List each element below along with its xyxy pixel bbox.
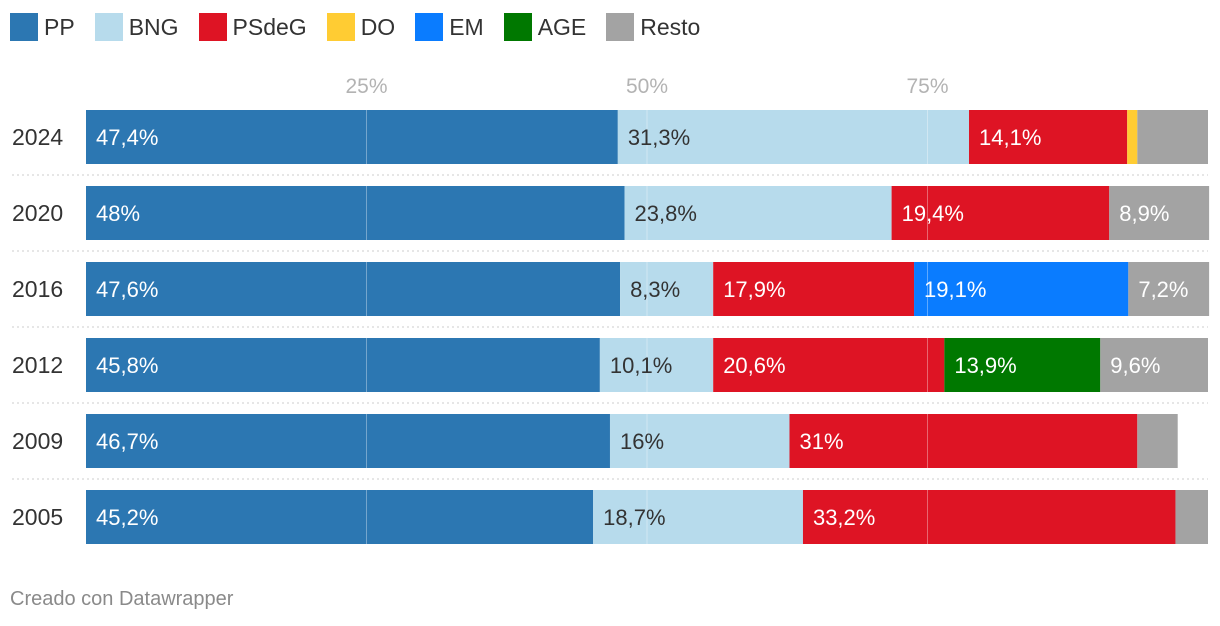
data-label: 8,9%: [1119, 201, 1169, 226]
bar-psdeg-2020: [891, 186, 1110, 240]
legend-swatch: [503, 13, 532, 41]
data-label: 16%: [620, 429, 664, 454]
legend-swatch: [198, 13, 227, 41]
bar-psdeg-2024: [969, 110, 1128, 164]
data-label: 47,4%: [96, 125, 158, 150]
bar-do-2024: [1127, 110, 1138, 164]
data-label: 33,2%: [813, 505, 875, 530]
bar-psdeg-2005: [802, 490, 1176, 544]
legend-swatch: [606, 13, 635, 41]
legend-item-psdeg: PSdeG: [198, 13, 307, 41]
bar-resto-2024: [1137, 110, 1208, 164]
legend-swatch: [94, 13, 123, 41]
legend-item-bng: BNG: [94, 13, 179, 41]
bars: [86, 110, 1210, 544]
bar-bng-2020: [624, 186, 892, 240]
legend-label: DO: [360, 13, 396, 40]
data-label: 45,2%: [96, 505, 158, 530]
x-tick-label: 75%: [906, 75, 948, 98]
bar-resto-2016: [1128, 262, 1210, 316]
bar-resto-2012: [1100, 338, 1208, 392]
legend: PP BNG PSdeG DO EM AGE Resto: [10, 12, 720, 42]
legend-swatch: [326, 13, 355, 41]
data-label: 23,8%: [635, 201, 697, 226]
bar-age-2012: [944, 338, 1101, 392]
category-label: 2020: [12, 200, 63, 226]
category-label: 2016: [12, 276, 63, 302]
bar-pp-2012: [86, 338, 600, 392]
data-label: 7,2%: [1138, 277, 1188, 302]
data-label: 48%: [96, 201, 140, 226]
legend-item-resto: Resto: [606, 13, 700, 41]
legend-label: EM: [449, 13, 484, 40]
data-label: 31,3%: [628, 125, 690, 150]
legend-item-em: EM: [415, 13, 484, 41]
bar-bng-2009: [609, 414, 790, 468]
category-label: 2005: [12, 504, 63, 530]
x-tick-label: 50%: [626, 75, 668, 98]
bar-pp-2024: [86, 110, 618, 164]
legend-label: PP: [44, 13, 75, 40]
data-label: 20,6%: [723, 353, 785, 378]
data-label: 19,1%: [924, 277, 986, 302]
data-label: 14,1%: [979, 125, 1041, 150]
data-label: 17,9%: [723, 277, 785, 302]
bar-pp-2016: [86, 262, 621, 316]
bar-resto-2005: [1175, 490, 1208, 544]
legend-swatch: [10, 13, 38, 41]
legend-item-do: DO: [326, 13, 396, 41]
bar-bng-2005: [593, 490, 803, 544]
legend-label: BNG: [128, 13, 179, 40]
legend-item-pp: PP: [10, 13, 75, 41]
footer-credit: Creado con Datawrapper: [10, 588, 234, 610]
category-label: 2024: [12, 124, 63, 150]
bar-resto-2020: [1109, 186, 1210, 240]
data-label: 46,7%: [96, 429, 158, 454]
stacked-bar-chart: 25% 50% 75% 2024 47,4% 31,3% 14,1% 2020 48% 23,8%…: [12, 75, 1210, 544]
legend-label: PSdeG: [232, 13, 307, 40]
bar-pp-2009: [86, 414, 610, 468]
data-label: 31%: [799, 429, 843, 454]
x-tick-label: 25%: [345, 75, 387, 98]
data-label: 8,3%: [630, 277, 680, 302]
data-label: 45,8%: [96, 353, 158, 378]
legend-item-age: AGE: [503, 13, 587, 41]
bar-psdeg-2012: [713, 338, 945, 392]
bar-psdeg-2009: [789, 414, 1138, 468]
bar-psdeg-2016: [713, 262, 915, 316]
data-label: 19,4%: [902, 201, 964, 226]
category-label: 2012: [12, 352, 63, 378]
data-label: 9,6%: [1110, 353, 1160, 378]
data-label: 47,6%: [96, 277, 158, 302]
bar-em-2016: [914, 262, 1129, 316]
legend-swatch: [415, 13, 444, 41]
bar-bng-2024: [617, 110, 970, 164]
bar-bng-2016: [620, 262, 714, 316]
bar-bng-2012: [599, 338, 714, 392]
data-label: 10,1%: [610, 353, 672, 378]
data-label: 13,9%: [954, 353, 1016, 378]
legend-label: AGE: [537, 13, 587, 40]
legend-label: Resto: [640, 13, 701, 40]
category-label: 2009: [12, 428, 63, 454]
bar-pp-2005: [86, 490, 594, 544]
bar-resto-2009: [1137, 414, 1178, 468]
data-label: 18,7%: [603, 505, 665, 530]
bar-pp-2020: [86, 186, 625, 240]
